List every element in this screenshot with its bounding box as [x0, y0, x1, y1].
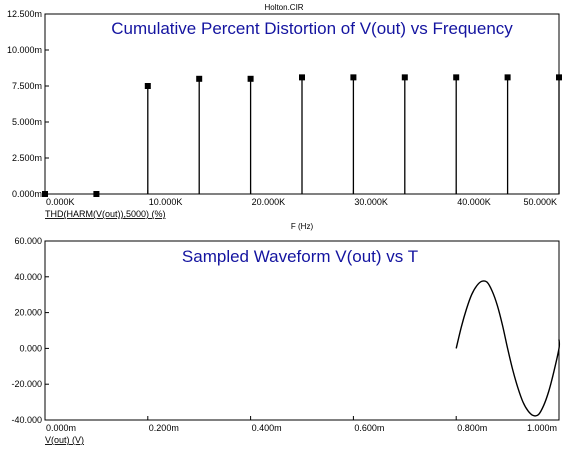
- y-tick-label: 12.500m: [7, 9, 42, 19]
- y-tick-label: -20.000: [11, 379, 42, 389]
- bottom-y-tick-labels: -40.000 -20.000 0.000 20.000 40.000 60.000: [11, 236, 49, 425]
- data-point: [93, 191, 100, 197]
- data-point: [299, 74, 305, 81]
- data-point: [504, 74, 511, 81]
- y-tick-label: 0.000m: [12, 189, 42, 199]
- x-tick-label: 1.000m: [527, 423, 557, 433]
- y-tick-label: 7.500m: [12, 81, 42, 91]
- top-plot-title: Cumulative Percent Distortion of V(out) …: [111, 19, 513, 38]
- x-tick-label: 10.000K: [149, 197, 183, 207]
- bottom-data-marks: [455, 280, 561, 417]
- x-tick-label: 40.000K: [457, 197, 491, 207]
- x-tick-label: 50.000K: [523, 197, 557, 207]
- top-data-marks: [42, 74, 562, 197]
- data-point: [144, 83, 151, 89]
- y-tick-label: 20.000: [14, 308, 42, 318]
- y-tick-label: 0.000: [19, 343, 42, 353]
- bottom-plot-title: Sampled Waveform V(out) vs T: [182, 247, 418, 266]
- data-point: [556, 74, 562, 81]
- y-tick-label: 2.500m: [12, 153, 42, 163]
- y-tick-label: -40.000: [11, 415, 42, 425]
- data-point: [247, 75, 254, 82]
- y-tick-label: 5.000m: [12, 117, 42, 127]
- bottom-plot-frame: [44, 240, 560, 421]
- top-x-axis-label: F (Hz): [291, 222, 314, 231]
- x-tick-label: 0.600m: [354, 423, 384, 433]
- data-point: [42, 191, 48, 197]
- data-point: [401, 74, 408, 81]
- top-series-label: THD(HARM(V(out)),5000) (%): [45, 209, 166, 219]
- bottom-series-label: V(out) (V): [45, 435, 84, 445]
- x-tick-label: 0.200m: [149, 423, 179, 433]
- x-tick-label: 0.800m: [457, 423, 487, 433]
- x-tick-label: 0.000K: [46, 197, 75, 207]
- x-tick-label: 0.000m: [46, 423, 76, 433]
- top-y-tick-labels: 0.000m 2.500m 5.000m 7.500m 10.000m 12.500m: [7, 9, 49, 199]
- series-line: [455, 280, 561, 417]
- window-title: Holton.CIR: [264, 3, 303, 12]
- y-tick-label: 40.000: [14, 272, 42, 282]
- data-point: [196, 75, 203, 82]
- data-point: [453, 74, 460, 81]
- x-tick-label: 20.000K: [252, 197, 286, 207]
- x-tick-label: 0.400m: [252, 423, 282, 433]
- y-tick-label: 10.000m: [7, 45, 42, 55]
- y-tick-label: 60.000: [14, 236, 42, 246]
- data-point: [350, 74, 357, 81]
- x-tick-label: 30.000K: [354, 197, 388, 207]
- bottom-x-tick-labels: 0.000m 0.200m 0.400m 0.600m 0.800m 1.000m: [44, 416, 560, 433]
